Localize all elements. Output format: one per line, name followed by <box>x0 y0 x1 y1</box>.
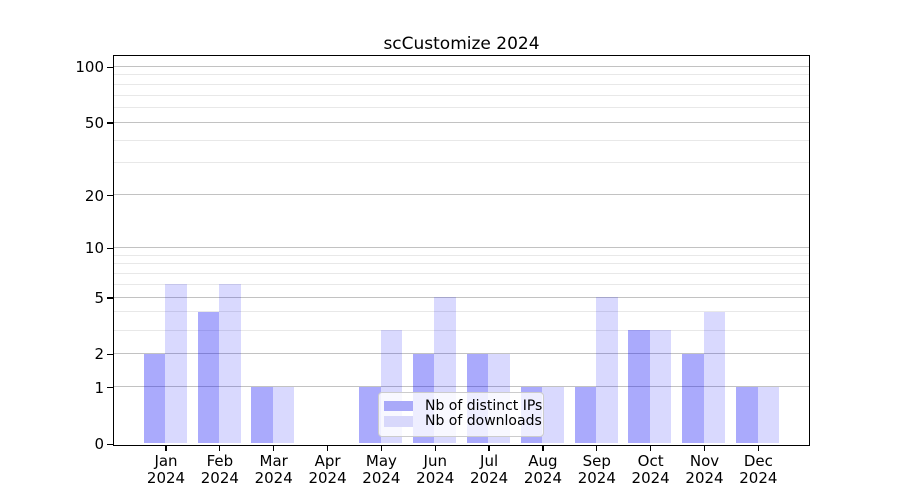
y-tick-label-100: 100 <box>75 58 104 77</box>
bar-downloads-nov <box>703 311 726 444</box>
y-tick-20 <box>107 194 113 197</box>
x-tick-label-may: May 2024 <box>362 452 401 487</box>
gridline-minor-40 <box>114 139 809 141</box>
x-tick-label-aug: Aug 2024 <box>523 452 563 487</box>
legend-item-downloads: Nb of downloads <box>384 414 542 429</box>
gridline-major-20 <box>114 194 809 196</box>
bar-distinct-ips-dec <box>736 386 758 444</box>
bar-distinct-ips-sep <box>574 386 596 444</box>
x-tick-label-apr: Apr 2024 <box>308 452 347 487</box>
bar-downloads-aug <box>542 386 564 444</box>
x-tick-may <box>380 446 383 452</box>
x-tick-jan <box>165 446 167 452</box>
legend-item-distinct-ips: Nb of distinct IPs <box>384 397 543 414</box>
x-tick-mar <box>273 446 275 452</box>
x-tick-label-nov: Nov 2024 <box>685 452 724 487</box>
gridline-minor-60 <box>114 107 809 109</box>
x-tick-label-jul: Jul 2024 <box>470 452 509 487</box>
gridline-minor-70 <box>114 94 809 96</box>
x-tick-label-feb: Feb 2024 <box>200 452 239 487</box>
y-tick-label-20: 20 <box>84 186 104 205</box>
x-tick-aug <box>542 446 544 452</box>
y-tick-label-1: 1 <box>94 378 104 397</box>
legend-label-distinct-ips: Nb of distinct IPs <box>425 397 543 414</box>
bar-distinct-ips-oct <box>628 330 650 444</box>
gridline-major-50 <box>114 121 809 123</box>
gridline-major-100 <box>114 65 809 67</box>
y-tick-0 <box>107 443 113 445</box>
chart-title: scCustomize 2024 <box>383 34 540 54</box>
y-tick-label-50: 50 <box>84 114 104 133</box>
y-tick-label-2: 2 <box>94 345 104 364</box>
gridline-minor-8 <box>114 263 809 265</box>
bar-downloads-mar <box>272 386 295 444</box>
gridline-minor-30 <box>114 162 809 164</box>
x-tick-label-dec: Dec 2024 <box>739 452 778 487</box>
bar-distinct-ips-feb <box>197 311 220 444</box>
y-tick-label-0: 0 <box>94 435 104 454</box>
legend-label-downloads: Nb of downloads <box>425 413 542 429</box>
legend-swatch-downloads <box>384 416 413 427</box>
bar-downloads-sep <box>596 297 618 444</box>
bar-distinct-ips-nov <box>682 353 704 444</box>
bar-distinct-ips-jan <box>143 353 166 444</box>
bar-downloads-jan <box>165 284 187 444</box>
y-tick-10 <box>107 247 113 249</box>
x-tick-jul <box>488 446 490 452</box>
gridline-minor-3 <box>114 329 809 331</box>
bar-downloads-feb <box>219 284 241 444</box>
y-tick-100 <box>107 66 113 68</box>
y-tick-50 <box>107 122 113 124</box>
x-tick-dec <box>757 446 759 452</box>
x-tick-feb <box>219 446 221 452</box>
gridline-minor-4 <box>114 311 809 313</box>
x-tick-jun <box>434 446 436 452</box>
bar-downloads-oct <box>649 330 672 444</box>
y-tick-2 <box>107 353 113 356</box>
y-tick-1 <box>107 386 113 389</box>
x-tick-label-oct: Oct 2024 <box>631 452 670 487</box>
bar-distinct-ips-mar <box>251 386 273 444</box>
gridline-minor-90 <box>114 74 809 76</box>
x-tick-label-jun: Jun 2024 <box>416 452 455 487</box>
gridline-major-5 <box>114 296 809 298</box>
gridline-major-10 <box>114 247 809 249</box>
gridline-minor-7 <box>114 273 809 275</box>
gridline-major-1 <box>114 386 809 388</box>
bar-downloads-dec <box>757 386 780 444</box>
x-tick-apr <box>326 446 329 452</box>
x-tick-label-sep: Sep 2024 <box>577 452 616 487</box>
x-tick-sep <box>596 446 598 452</box>
x-tick-nov <box>703 446 706 452</box>
gridline-minor-9 <box>114 254 809 256</box>
y-tick-label-10: 10 <box>84 239 104 258</box>
legend: Nb of distinct IPs Nb of downloads <box>378 392 544 437</box>
gridline-minor-6 <box>114 283 809 285</box>
gridline-minor-80 <box>114 83 809 85</box>
y-tick-label-5: 5 <box>94 288 104 307</box>
y-tick-5 <box>107 297 113 299</box>
bar-distinct-ips-may <box>359 386 381 444</box>
gridline-major-2 <box>114 353 809 355</box>
x-tick-label-mar: Mar 2024 <box>254 452 293 487</box>
x-tick-oct <box>650 446 652 452</box>
x-tick-label-jan: Jan 2024 <box>146 452 186 487</box>
legend-swatch-distinct-ips <box>384 400 413 412</box>
